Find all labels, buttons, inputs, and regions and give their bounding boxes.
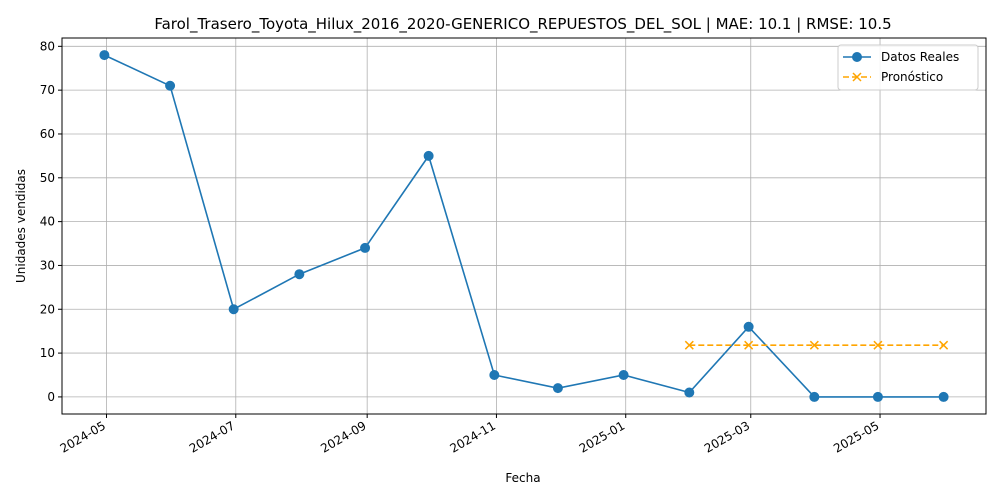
y-axis-label: Unidades vendidas bbox=[14, 169, 28, 283]
y-tick-label: 60 bbox=[40, 127, 55, 141]
legend-marker bbox=[852, 52, 862, 62]
series-line bbox=[104, 54, 944, 398]
series-1 bbox=[684, 340, 949, 350]
data-point bbox=[552, 383, 563, 394]
y-tick-label: 0 bbox=[47, 390, 55, 404]
data-point bbox=[809, 391, 820, 402]
data-point bbox=[743, 321, 754, 332]
data-point bbox=[165, 80, 176, 91]
data-point bbox=[228, 304, 239, 315]
x-tick-label: 2024-07 bbox=[187, 418, 237, 455]
x-tick-label: 2025-05 bbox=[831, 418, 881, 455]
legend: Datos Reales Pronóstico bbox=[837, 44, 979, 91]
data-point bbox=[873, 340, 883, 350]
legend-item: Datos Reales bbox=[843, 50, 959, 64]
x-axis-ticks: 2024-05 2024-07 2024-09 2024-11 2025-01 2025-… bbox=[58, 414, 882, 456]
y-axis-ticks: 0 10 20 30 40 50 60 70 80 bbox=[40, 39, 62, 404]
plot-frame bbox=[61, 37, 987, 415]
x-axis-label: Fecha bbox=[505, 471, 540, 485]
y-tick-label: 80 bbox=[40, 39, 55, 53]
legend-box bbox=[837, 44, 979, 91]
data-point bbox=[938, 391, 949, 402]
x-tick-label: 2024-05 bbox=[58, 418, 108, 455]
x-tick-label: 2025-01 bbox=[577, 418, 627, 455]
y-tick-label: 50 bbox=[40, 171, 55, 185]
y-tick-label: 20 bbox=[40, 302, 55, 316]
data-point bbox=[618, 369, 629, 380]
legend-label: Pronóstico bbox=[881, 70, 943, 84]
data-point bbox=[872, 391, 883, 402]
y-tick-label: 10 bbox=[40, 346, 55, 360]
x-tick-label: 2024-11 bbox=[448, 418, 498, 455]
data-point bbox=[360, 242, 371, 253]
data-point bbox=[489, 369, 500, 380]
y-tick-label: 30 bbox=[40, 258, 55, 272]
x-tick-label: 2025-03 bbox=[702, 418, 752, 455]
series-0 bbox=[99, 50, 949, 402]
data-point bbox=[423, 150, 434, 161]
data-point bbox=[684, 340, 694, 350]
x-tick-label: 2024-09 bbox=[318, 418, 368, 455]
data-point bbox=[294, 269, 305, 280]
data-point bbox=[744, 340, 754, 350]
grid bbox=[62, 38, 986, 414]
legend-item: Pronóstico bbox=[843, 70, 943, 84]
y-tick-label: 70 bbox=[40, 83, 55, 97]
series-layer bbox=[99, 50, 949, 402]
chart-title: Farol_Trasero_Toyota_Hilux_2016_2020-GEN… bbox=[154, 15, 891, 34]
data-point bbox=[99, 50, 110, 61]
legend-marker bbox=[852, 72, 862, 82]
legend-label: Datos Reales bbox=[881, 50, 959, 64]
data-point bbox=[939, 340, 949, 350]
data-point bbox=[809, 340, 819, 350]
y-tick-label: 40 bbox=[40, 215, 55, 229]
data-point bbox=[684, 387, 695, 398]
